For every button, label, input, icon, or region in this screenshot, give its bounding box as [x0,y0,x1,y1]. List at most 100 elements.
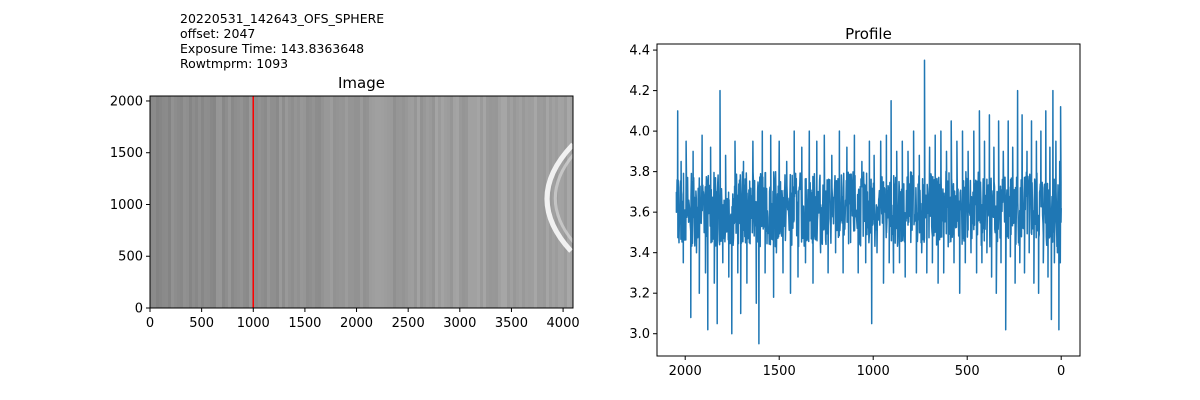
heatmap-column [312,96,316,308]
bright-arc [544,142,573,253]
heatmap-column [489,96,493,308]
heatmap-column [207,96,211,308]
heatmap-column [480,96,484,308]
heatmap-column [384,96,388,308]
heatmap-column [456,96,460,308]
heatmap-column [294,96,298,308]
heatmap-column [258,96,262,308]
heatmap-column [219,96,223,308]
profile-panel: Profile 2000 1500 1000 500 0 3.0 3.2 3.4 3.6 3.8 4.… [629,25,1081,379]
heatmap-column [390,96,394,308]
heatmap-column [513,96,517,308]
heatmap-column [150,96,154,308]
heatmap-column [156,96,160,308]
heatmap-column [315,96,319,308]
heatmap-column [462,96,466,308]
heatmap-column [189,96,193,308]
heatmap-column [540,96,544,308]
heatmap-column [420,96,424,308]
heatmap-column [192,96,196,308]
heatmap-column [465,96,469,308]
heatmap-column [162,96,166,308]
heatmap-column [483,96,487,308]
heatmap-column [222,96,226,308]
heatmap-column [495,96,499,308]
heatmap-column [564,96,568,308]
heatmap-column [426,96,430,308]
heatmap-column [393,96,397,308]
heatmap-column [195,96,199,308]
heatmap-column [321,96,325,308]
heatmap-column [471,96,475,308]
y-tick-label: 3.0 [629,327,650,342]
heatmap-column [423,96,427,308]
heatmap-column [306,96,310,308]
heatmap-column [516,96,520,308]
heatmap-column [225,96,229,308]
x-tick-label: 2000 [340,316,373,331]
heatmap-column [285,96,289,308]
heatmap-column [477,96,481,308]
heatmap-column [216,96,220,308]
image-axes-frame [149,95,574,309]
heatmap-column [342,96,346,308]
heatmap-column [234,96,238,308]
heatmap-column [297,96,301,308]
heatmap-column [279,96,283,308]
x-tick-label: 1500 [763,364,796,379]
profile-title: Profile [845,25,892,43]
heatmap-column [159,96,163,308]
heatmap-column [447,96,451,308]
y-tick-label: 4.4 [629,44,650,59]
heatmap-column [204,96,208,308]
heatmap-column [270,96,274,308]
x-tick-label: 4000 [547,316,580,331]
heatmap-column [186,96,190,308]
info-offset: offset: 2047 [180,26,256,41]
x-tick-label: 1500 [288,316,321,331]
heatmap-column [408,96,412,308]
heatmap-column [255,96,259,308]
heatmap-column [249,96,253,308]
profile-axes-frame [656,43,1081,357]
heatmap-column [567,96,571,308]
x-tick-label: 500 [955,364,980,379]
info-exposure-time: Exposure Time: 143.8363648 [180,41,365,56]
heatmap-column [264,96,268,308]
heatmap-column [453,96,457,308]
x-tick-label: 2500 [392,316,425,331]
heatmap-column [231,96,235,308]
heatmap-column [387,96,391,308]
heatmap-column [510,96,514,308]
x-tick-label: 500 [189,316,214,331]
heatmap-column [366,96,370,308]
heatmap-column [492,96,496,308]
heatmap-column [399,96,403,308]
y-tick-label: 3.2 [629,287,650,302]
heatmap-column [549,96,553,308]
heatmap-column [357,96,361,308]
heatmap-column [501,96,505,308]
heatmap-column [558,96,562,308]
heatmap-column [498,96,502,308]
heatmap-column [303,96,307,308]
y-tick-label: 500 [118,250,143,265]
heatmap-column [450,96,454,308]
heatmap-column [525,96,529,308]
heatmap-column [531,96,535,308]
heatmap-column [336,96,340,308]
heatmap-column [561,96,565,308]
x-tick-label: 3500 [495,316,528,331]
heatmap-column [276,96,280,308]
profile-series [675,59,1062,345]
heatmap-column [324,96,328,308]
heatmap-column [405,96,409,308]
x-tick-label: 1000 [857,364,890,379]
heatmap-column [468,96,472,308]
heatmap-column [171,96,175,308]
heatmap-column [246,96,250,308]
heatmap-column [414,96,418,308]
y-tick-label: 3.4 [629,246,650,261]
x-tick-label: 0 [1057,364,1065,379]
heatmap-column [330,96,334,308]
